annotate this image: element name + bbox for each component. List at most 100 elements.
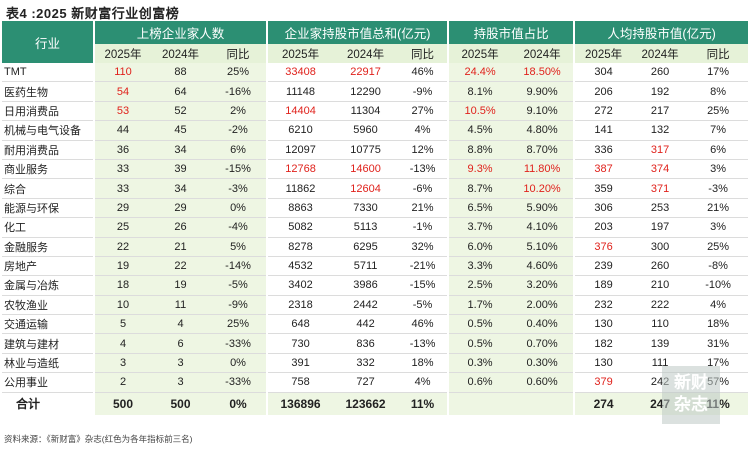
table-cell: 379 bbox=[573, 372, 633, 393]
industry-header: 行业 bbox=[2, 21, 94, 63]
table-cell: 3% bbox=[688, 217, 749, 238]
total-cell: 500 bbox=[93, 391, 151, 415]
group-header-value: 企业家持股市值总和(亿元) bbox=[266, 21, 449, 44]
table-row: 耐用消费品 36 34 6% 12097 10775 12% 8.8% 8.70% 336 317 6… bbox=[2, 140, 749, 160]
table-cell: 3.20% bbox=[511, 275, 575, 296]
table-cell: 9.10% bbox=[511, 101, 575, 122]
table-cell: 33408 bbox=[266, 63, 334, 83]
table-cell: 300 bbox=[632, 237, 689, 257]
table-cell: 5113 bbox=[333, 217, 399, 238]
sub-header-cell: 2024年 bbox=[632, 44, 689, 63]
table-cell: 7% bbox=[688, 120, 749, 141]
table-cell: 53 bbox=[93, 101, 151, 122]
table-row: TMT 110 88 25% 33408 22917 46% 24.4% 18.50% 304 26… bbox=[2, 63, 749, 83]
table-cell: 21% bbox=[688, 198, 749, 219]
table-cell: 5% bbox=[210, 237, 268, 257]
watermark-logo: 新财 杂志 bbox=[662, 366, 720, 424]
industry-name: 机械与电气设备 bbox=[2, 120, 94, 141]
table-cell: 5 bbox=[93, 314, 151, 335]
header-sub-row: 2025年 2024年 同比 2025年 2024年 同比 2025年 2024年 2025年 2… bbox=[2, 44, 749, 63]
table-cell: 317 bbox=[632, 140, 689, 160]
industry-name: 医药生物 bbox=[2, 81, 94, 102]
table-cell: 442 bbox=[333, 314, 399, 335]
table-cell: -21% bbox=[398, 256, 449, 277]
watermark-line: 杂志 bbox=[674, 395, 708, 414]
table-cell: 0.5% bbox=[447, 333, 512, 354]
table-cell: 836 bbox=[333, 333, 399, 354]
table-cell: 189 bbox=[573, 275, 633, 296]
total-cell bbox=[447, 391, 512, 415]
industry-name: 金属与冶炼 bbox=[2, 275, 94, 296]
table-row: 林业与造纸 3 3 0% 391 332 18% 0.3% 0.30% 130 111 17% bbox=[2, 353, 749, 374]
table-cell: 5711 bbox=[333, 256, 399, 277]
table-row: 机械与电气设备 44 45 -2% 6210 5960 4% 4.5% 4.80% 141 132 7… bbox=[2, 120, 749, 141]
table-cell: 8.7% bbox=[447, 178, 512, 199]
table-cell: 130 bbox=[573, 353, 633, 374]
table-cell: 6% bbox=[688, 140, 749, 160]
table-cell: 7330 bbox=[333, 198, 399, 219]
table-cell: 54 bbox=[93, 81, 151, 102]
table-cell: -9% bbox=[210, 295, 268, 316]
industry-name: 金融服务 bbox=[2, 237, 94, 257]
table-cell: 19 bbox=[151, 275, 210, 296]
table-cell: 1.7% bbox=[447, 295, 512, 316]
table-cell: 8863 bbox=[266, 198, 334, 219]
table-cell: 6295 bbox=[333, 237, 399, 257]
table-row: 建筑与建材 4 6 -33% 730 836 -13% 0.5% 0.70% 182 139 31% bbox=[2, 333, 749, 354]
table-cell: 376 bbox=[573, 237, 633, 257]
table-cell: 2.00% bbox=[511, 295, 575, 316]
table-cell: 648 bbox=[266, 314, 334, 335]
table-cell: 18.50% bbox=[511, 63, 575, 83]
table-cell: 19 bbox=[93, 256, 151, 277]
table-cell: 8278 bbox=[266, 237, 334, 257]
table-cell: -33% bbox=[210, 333, 268, 354]
total-label: 合计 bbox=[2, 391, 94, 415]
table-cell: 8.8% bbox=[447, 140, 512, 160]
wealth-table: 行业 上榜企业家人数 企业家持股市值总和(亿元) 持股市值占比 人均持股市值(亿… bbox=[2, 21, 749, 415]
table-cell: 2 bbox=[93, 372, 151, 393]
source-note: 资料来源：《新财富》杂志(红色为各年指标前三名) bbox=[4, 434, 193, 444]
watermark-line: 新财 bbox=[674, 373, 708, 392]
table-cell: 8% bbox=[688, 81, 749, 102]
table-cell: 27% bbox=[398, 101, 449, 122]
table-cell: 387 bbox=[573, 159, 633, 180]
table-cell: 132 bbox=[632, 120, 689, 141]
table-cell: 4% bbox=[688, 295, 749, 316]
table-cell: 3% bbox=[688, 159, 749, 180]
table-cell: 29 bbox=[93, 198, 151, 219]
table-cell: 52 bbox=[151, 101, 210, 122]
table-row: 交通运输 5 4 25% 648 442 46% 0.5% 0.40% 130 110 18% bbox=[2, 314, 749, 335]
table-cell: 0.70% bbox=[511, 333, 575, 354]
table-cell: 4532 bbox=[266, 256, 334, 277]
table-cell: 232 bbox=[573, 295, 633, 316]
table-cell: 44 bbox=[93, 120, 151, 141]
table-cell: 32% bbox=[398, 237, 449, 257]
group-header-percapita: 人均持股市值(亿元) bbox=[573, 21, 749, 44]
industry-name: 交通运输 bbox=[2, 314, 94, 335]
table-cell: 10.20% bbox=[511, 178, 575, 199]
industry-name: 农牧渔业 bbox=[2, 295, 94, 316]
table-cell: 14404 bbox=[266, 101, 334, 122]
table-cell: 272 bbox=[573, 101, 633, 122]
table-cell: 182 bbox=[573, 333, 633, 354]
table-cell: 25% bbox=[210, 63, 268, 83]
table-cell: 25% bbox=[688, 237, 749, 257]
group-header-count: 上榜企业家人数 bbox=[92, 21, 268, 44]
industry-name: TMT bbox=[2, 63, 94, 83]
table-cell: 33 bbox=[93, 159, 151, 180]
table-cell: 0% bbox=[210, 198, 268, 219]
table-cell: 5082 bbox=[266, 217, 334, 238]
table-cell: 22917 bbox=[333, 63, 399, 83]
industry-name: 日用消费品 bbox=[2, 101, 94, 122]
table-row: 医药生物 54 64 -16% 11148 12290 -9% 8.1% 9.90% 206 192… bbox=[2, 81, 749, 102]
table-cell: 12% bbox=[398, 140, 449, 160]
table-cell: 110 bbox=[93, 63, 151, 83]
table-cell: 46% bbox=[398, 63, 449, 83]
total-cell: 123662 bbox=[333, 391, 399, 415]
table-cell: 304 bbox=[573, 63, 633, 83]
sub-header-cell: 2024年 bbox=[151, 44, 210, 63]
table-cell: 192 bbox=[632, 81, 689, 102]
table-cell: 4.5% bbox=[447, 120, 512, 141]
table-cell: 110 bbox=[632, 314, 689, 335]
table-cell: 260 bbox=[632, 63, 689, 83]
